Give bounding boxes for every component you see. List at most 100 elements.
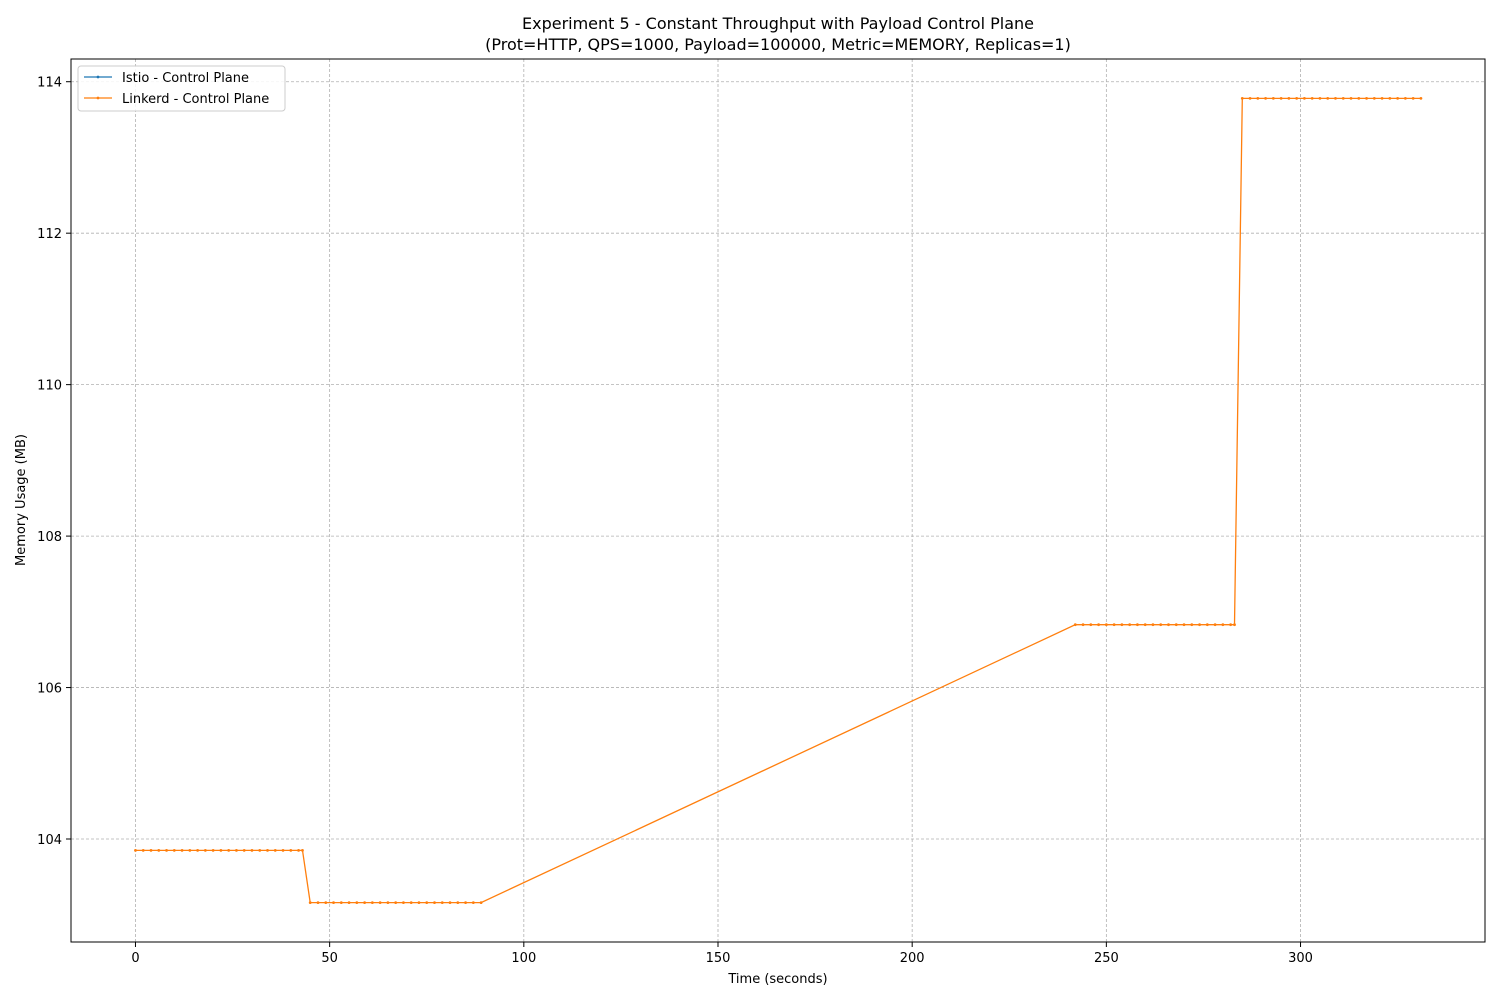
data-point-1: [394, 901, 398, 905]
data-point-1: [464, 901, 467, 905]
legend-marker-istio: [96, 75, 100, 79]
y-tick-label: 112: [37, 227, 62, 242]
data-point-1: [448, 901, 452, 905]
data-point-1: [266, 848, 269, 852]
data-point-1: [1403, 96, 1407, 100]
y-tick-label: 110: [37, 379, 62, 394]
data-point-1: [1136, 623, 1139, 627]
data-point-1: [1380, 96, 1384, 100]
data-point-1: [1248, 96, 1252, 100]
x-tick-label: 300: [1288, 951, 1313, 966]
data-point-1: [1205, 623, 1209, 627]
data-point-1: [134, 848, 137, 852]
data-point-1: [339, 901, 343, 905]
data-point-1: [1104, 623, 1108, 627]
axis-ticks: 0 50 100 150 200 250 300 104 106 108 110 112 114: [37, 76, 1313, 966]
data-point-1: [1326, 96, 1330, 100]
x-tick-label: 0: [131, 951, 139, 966]
data-point-1: [1256, 96, 1260, 100]
data-point-1: [1081, 623, 1085, 627]
data-point-1: [1233, 623, 1236, 627]
series-line-1: [135, 97, 1421, 904]
legend-label-istio: Istio - Control Plane: [122, 71, 249, 86]
data-point-1: [1411, 96, 1415, 100]
data-point-1: [1120, 623, 1124, 627]
data-point-1: [1213, 623, 1217, 627]
data-point-1: [316, 901, 320, 905]
data-point-1: [479, 901, 483, 905]
data-point-1: [281, 848, 285, 852]
plot-area-frame: [70, 58, 1486, 943]
data-point-1: [1221, 623, 1225, 627]
data-point-1: [141, 848, 145, 852]
data-point-1: [165, 848, 168, 852]
data-point-1: [1295, 96, 1299, 100]
data-point-1: [157, 848, 161, 852]
y-tick-label: 104: [37, 833, 62, 848]
data-point-1: [1279, 96, 1283, 100]
data-point-1: [1190, 623, 1194, 627]
data-point-1: [417, 901, 421, 905]
data-point-1: [1167, 623, 1170, 627]
data-point-1: [188, 848, 192, 852]
data-point-1: [1182, 623, 1186, 627]
data-point-1: [289, 848, 293, 852]
data-point-1: [1128, 623, 1132, 627]
grid-lines: [71, 59, 1485, 942]
chart-title: Experiment 5 - Constant Throughput with …: [522, 14, 1034, 33]
legend-entry-istio: Istio - Control Plane: [84, 71, 249, 86]
data-point-1: [1341, 96, 1345, 100]
legend-entry-linkerd: Linkerd - Control Plane: [84, 92, 269, 107]
chart-subtitle: (Prot=HTTP, QPS=1000, Payload=100000, Me…: [485, 35, 1071, 54]
legend-marker-linkerd: [96, 96, 100, 100]
data-point-1: [1334, 96, 1337, 100]
data-point-1: [1264, 96, 1267, 100]
data-point-1: [211, 848, 215, 852]
data-point-1: [378, 901, 382, 905]
data-point-1: [1357, 96, 1361, 100]
data-point-1: [324, 901, 328, 905]
data-point-1: [301, 848, 304, 852]
y-tick-label: 114: [37, 76, 62, 91]
legend: Istio - Control Plane Linkerd - Control …: [77, 65, 286, 112]
data-point-1: [1073, 623, 1077, 627]
data-point-1: [363, 901, 366, 905]
x-tick-label: 250: [1094, 951, 1119, 966]
data-point-1: [1271, 96, 1275, 100]
plot-series: [134, 96, 1423, 905]
data-point-1: [219, 848, 223, 852]
data-point-1: [308, 901, 312, 905]
data-point-1: [332, 901, 335, 905]
data-point-1: [425, 901, 429, 905]
data-point-1: [227, 848, 231, 852]
data-point-1: [1151, 623, 1155, 627]
data-point-1: [347, 901, 351, 905]
data-point-1: [203, 848, 207, 852]
data-point-1: [1229, 623, 1233, 627]
y-axis-label: Memory Usage (MB): [14, 434, 29, 566]
data-point-1: [1318, 96, 1322, 100]
x-tick-label: 50: [321, 951, 338, 966]
data-point-1: [196, 848, 200, 852]
data-point-1: [1174, 623, 1178, 627]
data-point-1: [1240, 96, 1244, 100]
data-point-1: [1303, 96, 1306, 100]
data-point-1: [471, 901, 475, 905]
data-point-1: [273, 848, 277, 852]
data-point-1: [297, 848, 300, 852]
data-point-1: [1388, 96, 1392, 100]
data-point-1: [386, 901, 390, 905]
data-point-1: [1097, 623, 1100, 627]
data-point-1: [1396, 96, 1400, 100]
x-axis-label: Time (seconds): [727, 972, 827, 987]
data-point-1: [409, 901, 413, 905]
x-tick-label: 100: [511, 951, 536, 966]
data-point-1: [172, 848, 176, 852]
data-point-1: [456, 901, 460, 905]
data-point-1: [1287, 96, 1291, 100]
data-point-1: [402, 901, 405, 905]
y-tick-label: 106: [37, 682, 62, 697]
data-point-1: [235, 848, 238, 852]
data-point-1: [1419, 96, 1423, 100]
